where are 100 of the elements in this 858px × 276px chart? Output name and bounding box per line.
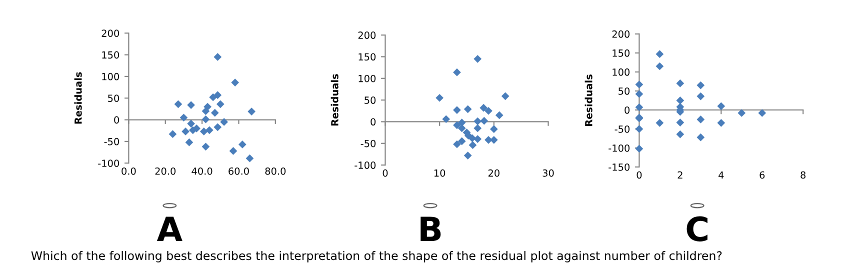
- text: B: [420, 216, 441, 242]
- point: [453, 121, 461, 130]
- point: [480, 116, 488, 125]
- x-tick-label: 80.0: [265, 167, 286, 175]
- point: [696, 81, 705, 90]
- y-tick-label: -100: [354, 162, 376, 169]
- point: [210, 108, 219, 117]
- point: [758, 109, 766, 117]
- y-axis-title: Residuals: [330, 74, 338, 126]
- y-tick-label: 100: [102, 72, 120, 80]
- point: [656, 62, 664, 70]
- point: [635, 80, 644, 88]
- point: [168, 130, 177, 138]
- point: [464, 105, 472, 114]
- point: [458, 124, 466, 132]
- point: [453, 106, 461, 114]
- y-tick-label: 50: [618, 87, 630, 95]
- point: [635, 125, 644, 133]
- x-tick-label: 8: [800, 171, 806, 179]
- point: [187, 101, 195, 109]
- point: [214, 53, 222, 61]
- point: [474, 117, 482, 126]
- y-tick-label: 0: [370, 118, 376, 126]
- y-tick-label: 50: [364, 96, 376, 104]
- point: [696, 92, 705, 100]
- point: [696, 116, 705, 124]
- point: [474, 124, 482, 132]
- point: [635, 90, 644, 98]
- point: [676, 130, 684, 138]
- y-tick-label: 150: [358, 53, 376, 61]
- point: [676, 118, 684, 126]
- point: [495, 111, 504, 120]
- point: [696, 133, 705, 142]
- y-tick-label: 200: [102, 30, 120, 37]
- y-tick-label: 0: [624, 106, 630, 114]
- y-tick-label: -50: [360, 140, 376, 148]
- point: [635, 103, 644, 112]
- point: [248, 108, 256, 116]
- x-tick-label: 40.0: [192, 167, 212, 175]
- x-tick-label: 0.0: [122, 167, 136, 175]
- point: [182, 128, 190, 136]
- point: [474, 135, 482, 143]
- point: [216, 100, 224, 108]
- y-tick-label: 100: [358, 74, 376, 82]
- point: [676, 79, 684, 88]
- y-tick-label: 200: [612, 30, 630, 38]
- point: [202, 115, 210, 124]
- point: [717, 102, 726, 110]
- y-axis-title: Residuals: [74, 72, 82, 124]
- point: [202, 142, 210, 151]
- point: [480, 104, 488, 112]
- point: [458, 137, 466, 146]
- point: [200, 128, 208, 136]
- point: [717, 118, 726, 127]
- point: [484, 106, 492, 115]
- point: [453, 140, 461, 148]
- point: [501, 92, 510, 100]
- x-tick-label: 30: [542, 169, 554, 177]
- text: A: [156, 216, 182, 242]
- point: [656, 118, 664, 127]
- point: [474, 54, 482, 63]
- y-tick-label: 0: [114, 116, 120, 124]
- y-tick-label: -100: [98, 160, 120, 167]
- point: [214, 123, 222, 132]
- point: [238, 140, 246, 148]
- x-tick-label: 20: [488, 169, 500, 177]
- x-tick-label: 0: [382, 169, 388, 177]
- point: [490, 125, 498, 134]
- point: [209, 93, 217, 102]
- y-tick-label: -100: [608, 144, 630, 152]
- y-tick-label: 150: [612, 49, 630, 57]
- y-tick-label: -150: [608, 163, 630, 171]
- x-tick-label: 2: [678, 171, 682, 179]
- point: [220, 118, 228, 126]
- point: [676, 96, 684, 104]
- y-tick-label: 50: [108, 94, 120, 102]
- point: [738, 109, 746, 117]
- y-tick-label: -50: [614, 125, 630, 133]
- point: [187, 120, 195, 128]
- text: Which of the following best describes the interpretation of the shape of the residual plot against number of children?: [31, 250, 722, 262]
- x-tick-label: 20.0: [155, 167, 176, 175]
- point: [656, 50, 664, 58]
- y-tick-label: -50: [104, 138, 120, 146]
- y-tick-label: 100: [612, 68, 630, 76]
- point: [635, 144, 644, 153]
- point: [174, 100, 182, 108]
- point: [205, 126, 214, 134]
- point: [246, 154, 254, 162]
- point: [229, 147, 238, 155]
- y-axis-title: Residuals: [584, 74, 592, 126]
- x-tick-label: 10: [434, 169, 446, 177]
- y-tick-label: 200: [358, 32, 376, 39]
- point: [442, 115, 450, 124]
- point: [180, 114, 188, 122]
- x-tick-label: 60.0: [228, 167, 249, 175]
- point: [185, 138, 194, 146]
- point: [436, 94, 444, 102]
- point: [484, 136, 492, 144]
- point: [453, 68, 461, 76]
- point: [192, 124, 200, 132]
